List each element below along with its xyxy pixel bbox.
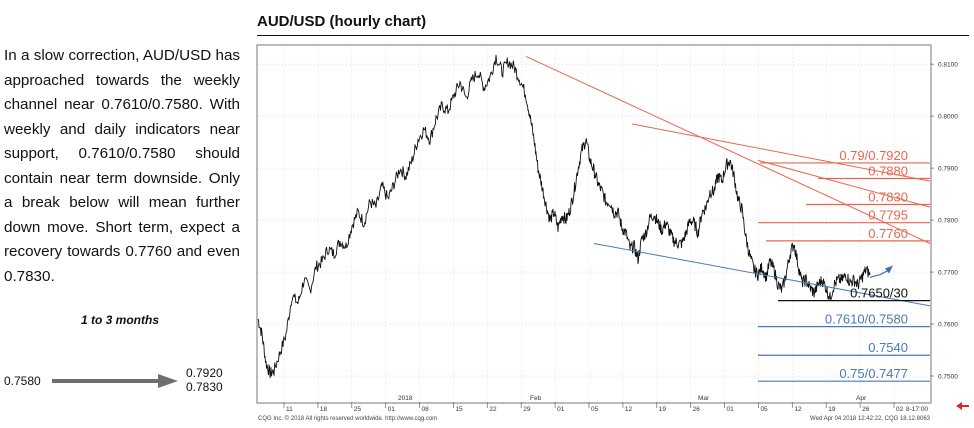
commentary-text: In a slow correction, AUD/USD has approa…: [4, 47, 240, 285]
trendline: [593, 242, 931, 307]
y-tick-label: 0.7600: [938, 322, 958, 329]
x-tick-label: 11: [286, 406, 293, 413]
x-tick-label: 01: [557, 406, 565, 413]
x-tick-label: 01: [727, 406, 735, 413]
price-series: [257, 54, 871, 379]
x-tick-label: 26: [862, 406, 870, 413]
session-label: 8-17:00: [906, 406, 928, 413]
x-tick-label: 25: [354, 406, 362, 413]
level-label: 0.7540: [868, 340, 908, 355]
level-label: 0.7880: [868, 164, 908, 179]
trendlines: [525, 55, 931, 307]
footer-left: CQG Inc. © 2018 All rights reserved worl…: [258, 415, 437, 422]
target-levels: 0.7920 0.7830: [186, 366, 223, 394]
level-label: 0.79/0.7920: [839, 148, 908, 163]
x-month-label: Mar: [698, 395, 710, 402]
y-tick-label: 0.8000: [938, 114, 958, 121]
x-tick-label: 08: [422, 406, 430, 413]
y-tick-label: 0.7900: [938, 166, 958, 173]
x-tick-label: 05: [591, 406, 599, 413]
price-line: [257, 54, 871, 379]
target-level-2: 0.7830: [186, 380, 223, 394]
target-level-1: 0.7920: [186, 366, 223, 380]
trendline: [631, 123, 931, 182]
x-tick-label: 05: [760, 406, 768, 413]
chart-annotations: [869, 265, 969, 410]
chart-title: AUD/USD (hourly chart): [257, 13, 427, 30]
chart-grid: [258, 46, 930, 402]
level-label: 0.7610/0.7580: [825, 312, 908, 327]
x-tick-label: 26: [693, 406, 701, 413]
x-tick-label: 22: [489, 406, 497, 413]
plot-frame: [256, 44, 932, 404]
forecast-arrow: [869, 268, 891, 278]
target-arrow-icon: [52, 374, 178, 388]
x-month-label: Feb: [530, 395, 542, 402]
x-tick-label: 19: [659, 406, 667, 413]
level-label: 0.75/0.7477: [839, 366, 908, 381]
from-level: 0.7580: [4, 374, 41, 388]
trendline: [757, 159, 931, 208]
level-label: 0.7650/30: [850, 286, 908, 301]
x-axis: 11 18 25 01 08 15 22 29 01 05 12 19 26 01 05 12 19 26 02 20…: [258, 395, 931, 422]
x-tick-label: 02: [896, 406, 904, 413]
y-tick-label: 0.7800: [938, 218, 958, 225]
x-tick-label: 19: [828, 406, 836, 413]
x-tick-label: 12: [794, 406, 802, 413]
x-tick-label: 12: [625, 406, 633, 413]
x-tick-label: 15: [455, 406, 463, 413]
x-month-label: Apr: [856, 395, 867, 402]
x-tick-label: 01: [388, 406, 396, 413]
time-horizon: 1 to 3 months: [80, 313, 159, 327]
y-tick-label: 0.8100: [938, 62, 958, 69]
red-left-arrow-icon-shaft: [962, 405, 969, 407]
x-tick-label: 29: [523, 406, 531, 413]
y-tick-label: 0.7500: [938, 374, 958, 381]
footer-right: Wed Apr 04 2018 12:42:22, CQG 18.12.8063: [810, 416, 931, 422]
y-tick-label: 0.7700: [938, 270, 958, 277]
x-month-label: 2018: [398, 395, 413, 402]
red-left-arrow-icon: [956, 402, 962, 410]
level-label: 0.7830: [868, 190, 908, 205]
title-divider: [257, 35, 969, 36]
forecast-arrow-head: [885, 265, 893, 274]
level-label: 0.7760: [868, 226, 908, 241]
y-axis: 0.7500 0.7600 0.7700 0.7800 0.7900 0.8000 0.81…: [930, 62, 958, 381]
x-tick-label: 18: [320, 406, 328, 413]
trendline: [525, 55, 931, 244]
level-label: 0.7795: [868, 208, 908, 223]
